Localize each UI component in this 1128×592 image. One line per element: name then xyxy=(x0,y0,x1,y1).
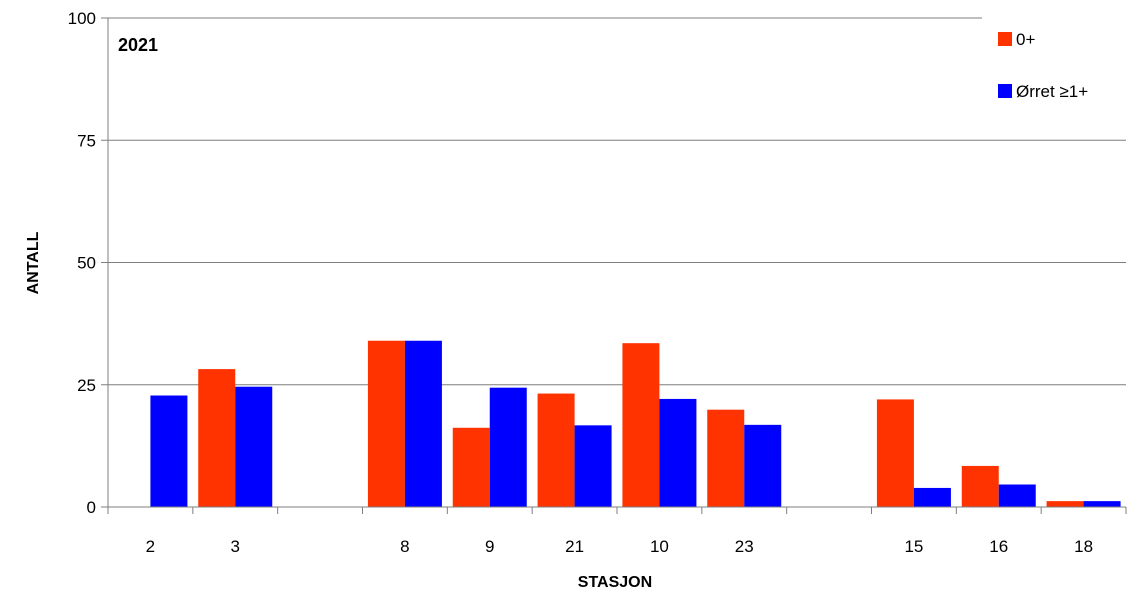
x-tick-label: 15 xyxy=(904,537,923,556)
bar-series-1 xyxy=(198,369,236,507)
bar-series-2 xyxy=(150,395,188,507)
x-tick-label: 8 xyxy=(400,537,409,556)
x-tick-label: 16 xyxy=(989,537,1008,556)
bar-series-2 xyxy=(1083,501,1121,507)
y-tick-label: 25 xyxy=(77,376,96,395)
y-tick-label: 100 xyxy=(68,9,96,28)
chart-annotation-year: 2021 xyxy=(118,35,158,55)
bar-series-2 xyxy=(659,398,697,507)
legend-label: 0+ xyxy=(1016,30,1035,49)
x-tick-label: 10 xyxy=(650,537,669,556)
bar-series-1 xyxy=(367,340,405,507)
bar-series-1 xyxy=(537,393,575,507)
axes xyxy=(101,17,1127,514)
bar-series-1 xyxy=(961,465,999,507)
bar-series-2 xyxy=(404,340,442,507)
x-tick-label: 23 xyxy=(735,537,754,556)
x-tick-label: 3 xyxy=(231,537,240,556)
legend-swatch xyxy=(998,32,1012,46)
legend-label: Ørret ≥1+ xyxy=(1016,82,1088,101)
y-tick-label: 75 xyxy=(77,131,96,150)
bar-series-2 xyxy=(574,425,612,507)
bar-series-2 xyxy=(913,487,951,507)
x-tick-label: 21 xyxy=(565,537,584,556)
gridlines xyxy=(108,17,1126,386)
bar-series-1 xyxy=(707,409,745,507)
x-axis-title: STASJON xyxy=(578,574,652,591)
legend: 0+ Ørret ≥1+ xyxy=(998,30,1088,101)
x-tick-label: 18 xyxy=(1074,537,1093,556)
bar-series-1 xyxy=(876,399,914,507)
y-tick-label: 50 xyxy=(77,254,96,273)
y-tick-label: 0 xyxy=(87,498,96,517)
bar-series-1 xyxy=(452,427,490,507)
bar-series-2 xyxy=(744,424,782,507)
x-tick-label: 2 xyxy=(146,537,155,556)
legend-swatch xyxy=(998,84,1012,98)
bars xyxy=(150,340,1121,507)
y-axis-title: ANTALL xyxy=(25,231,42,294)
bar-series-2 xyxy=(998,484,1036,507)
bar-series-2 xyxy=(489,387,527,507)
bar-series-2 xyxy=(235,386,273,507)
x-tick-label: 9 xyxy=(485,537,494,556)
bar-series-1 xyxy=(1046,501,1084,507)
bar-series-1 xyxy=(622,343,660,507)
